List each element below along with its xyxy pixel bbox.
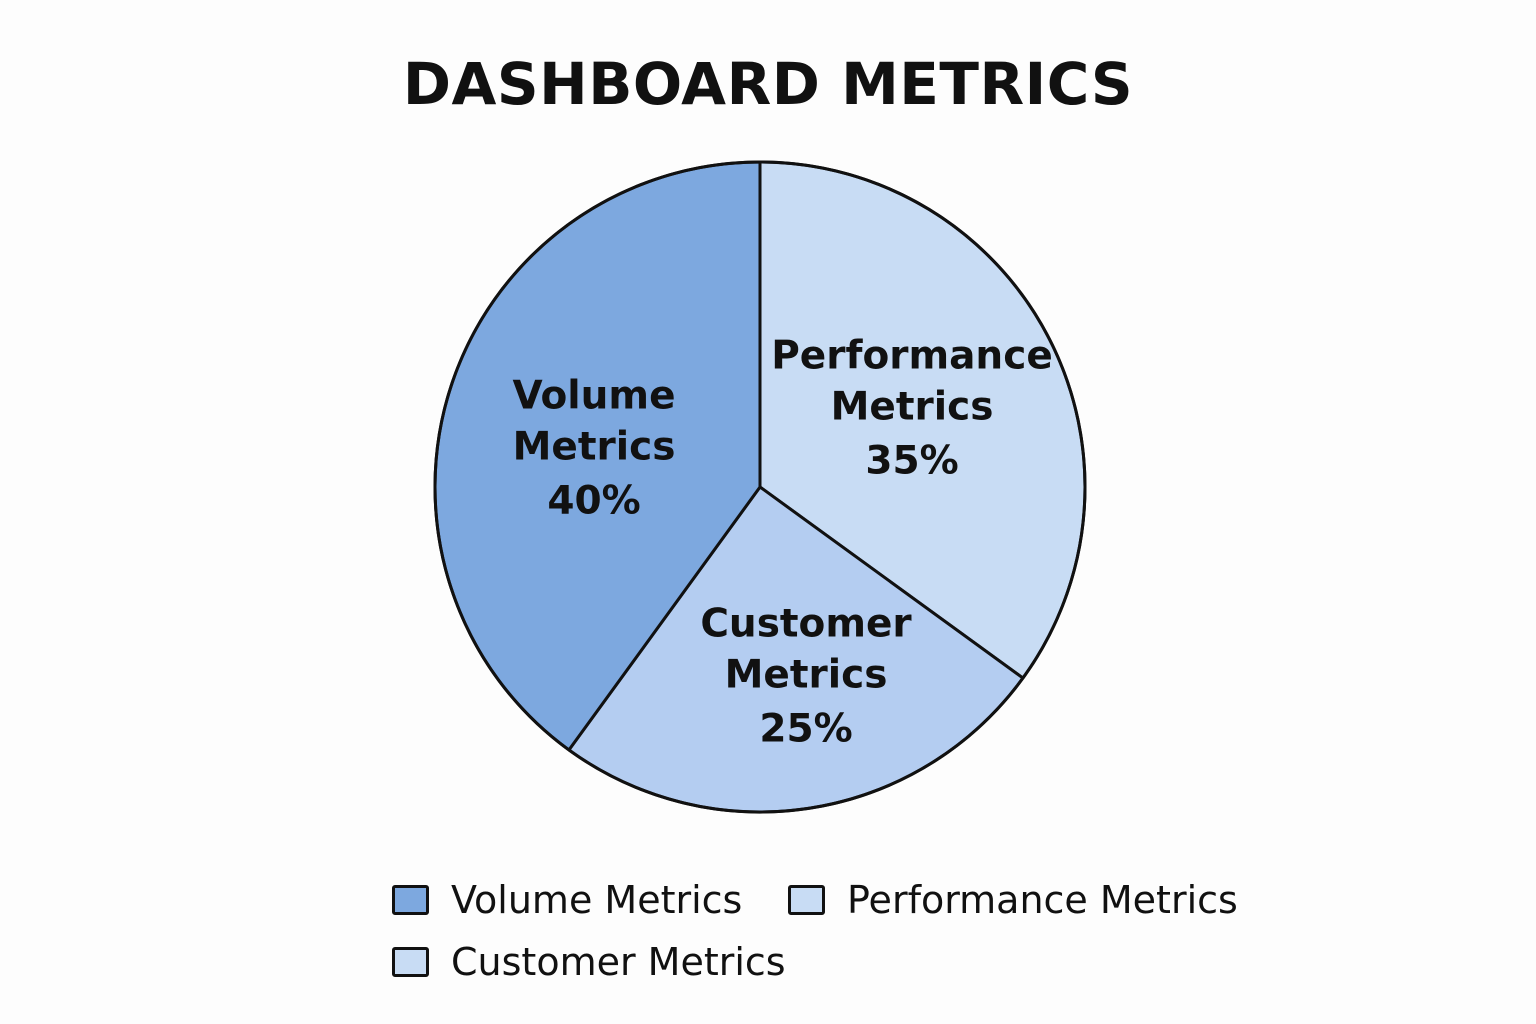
legend-item-performance-metrics: Performance Metrics	[788, 878, 1238, 922]
legend-label-volume: Volume Metrics	[451, 878, 743, 922]
slice-percent-customer-metrics: 25%	[759, 707, 852, 752]
legend-label-customer: Customer Metrics	[451, 940, 786, 984]
slice-label-performance-metrics-line-1: Performance	[771, 334, 1053, 379]
slice-label-customer-metrics-line-2: Metrics	[725, 653, 888, 698]
legend-swatch-customer	[392, 947, 429, 977]
legend-swatch-volume	[392, 885, 429, 915]
slice-percent-volume-metrics: 40%	[547, 479, 640, 524]
pie-outline	[433, 160, 1087, 814]
slice-label-volume-metrics-line-2: Metrics	[513, 425, 676, 470]
legend-item-volume-metrics: Volume Metrics	[392, 878, 742, 922]
chart-title: DASHBOARD METRICS	[402, 50, 1134, 118]
legend-item-customer-metrics: Customer Metrics	[392, 940, 786, 984]
slice-label-performance-metrics-line-2: Metrics	[831, 385, 994, 430]
slice-label-volume-metrics-line-1: Volume	[512, 374, 675, 419]
slice-percent-performance-metrics: 35%	[865, 439, 958, 484]
legend-label-performance: Performance Metrics	[847, 878, 1238, 922]
slice-label-customer-metrics-line-1: Customer	[700, 602, 912, 647]
legend-swatch-performance	[788, 885, 825, 915]
